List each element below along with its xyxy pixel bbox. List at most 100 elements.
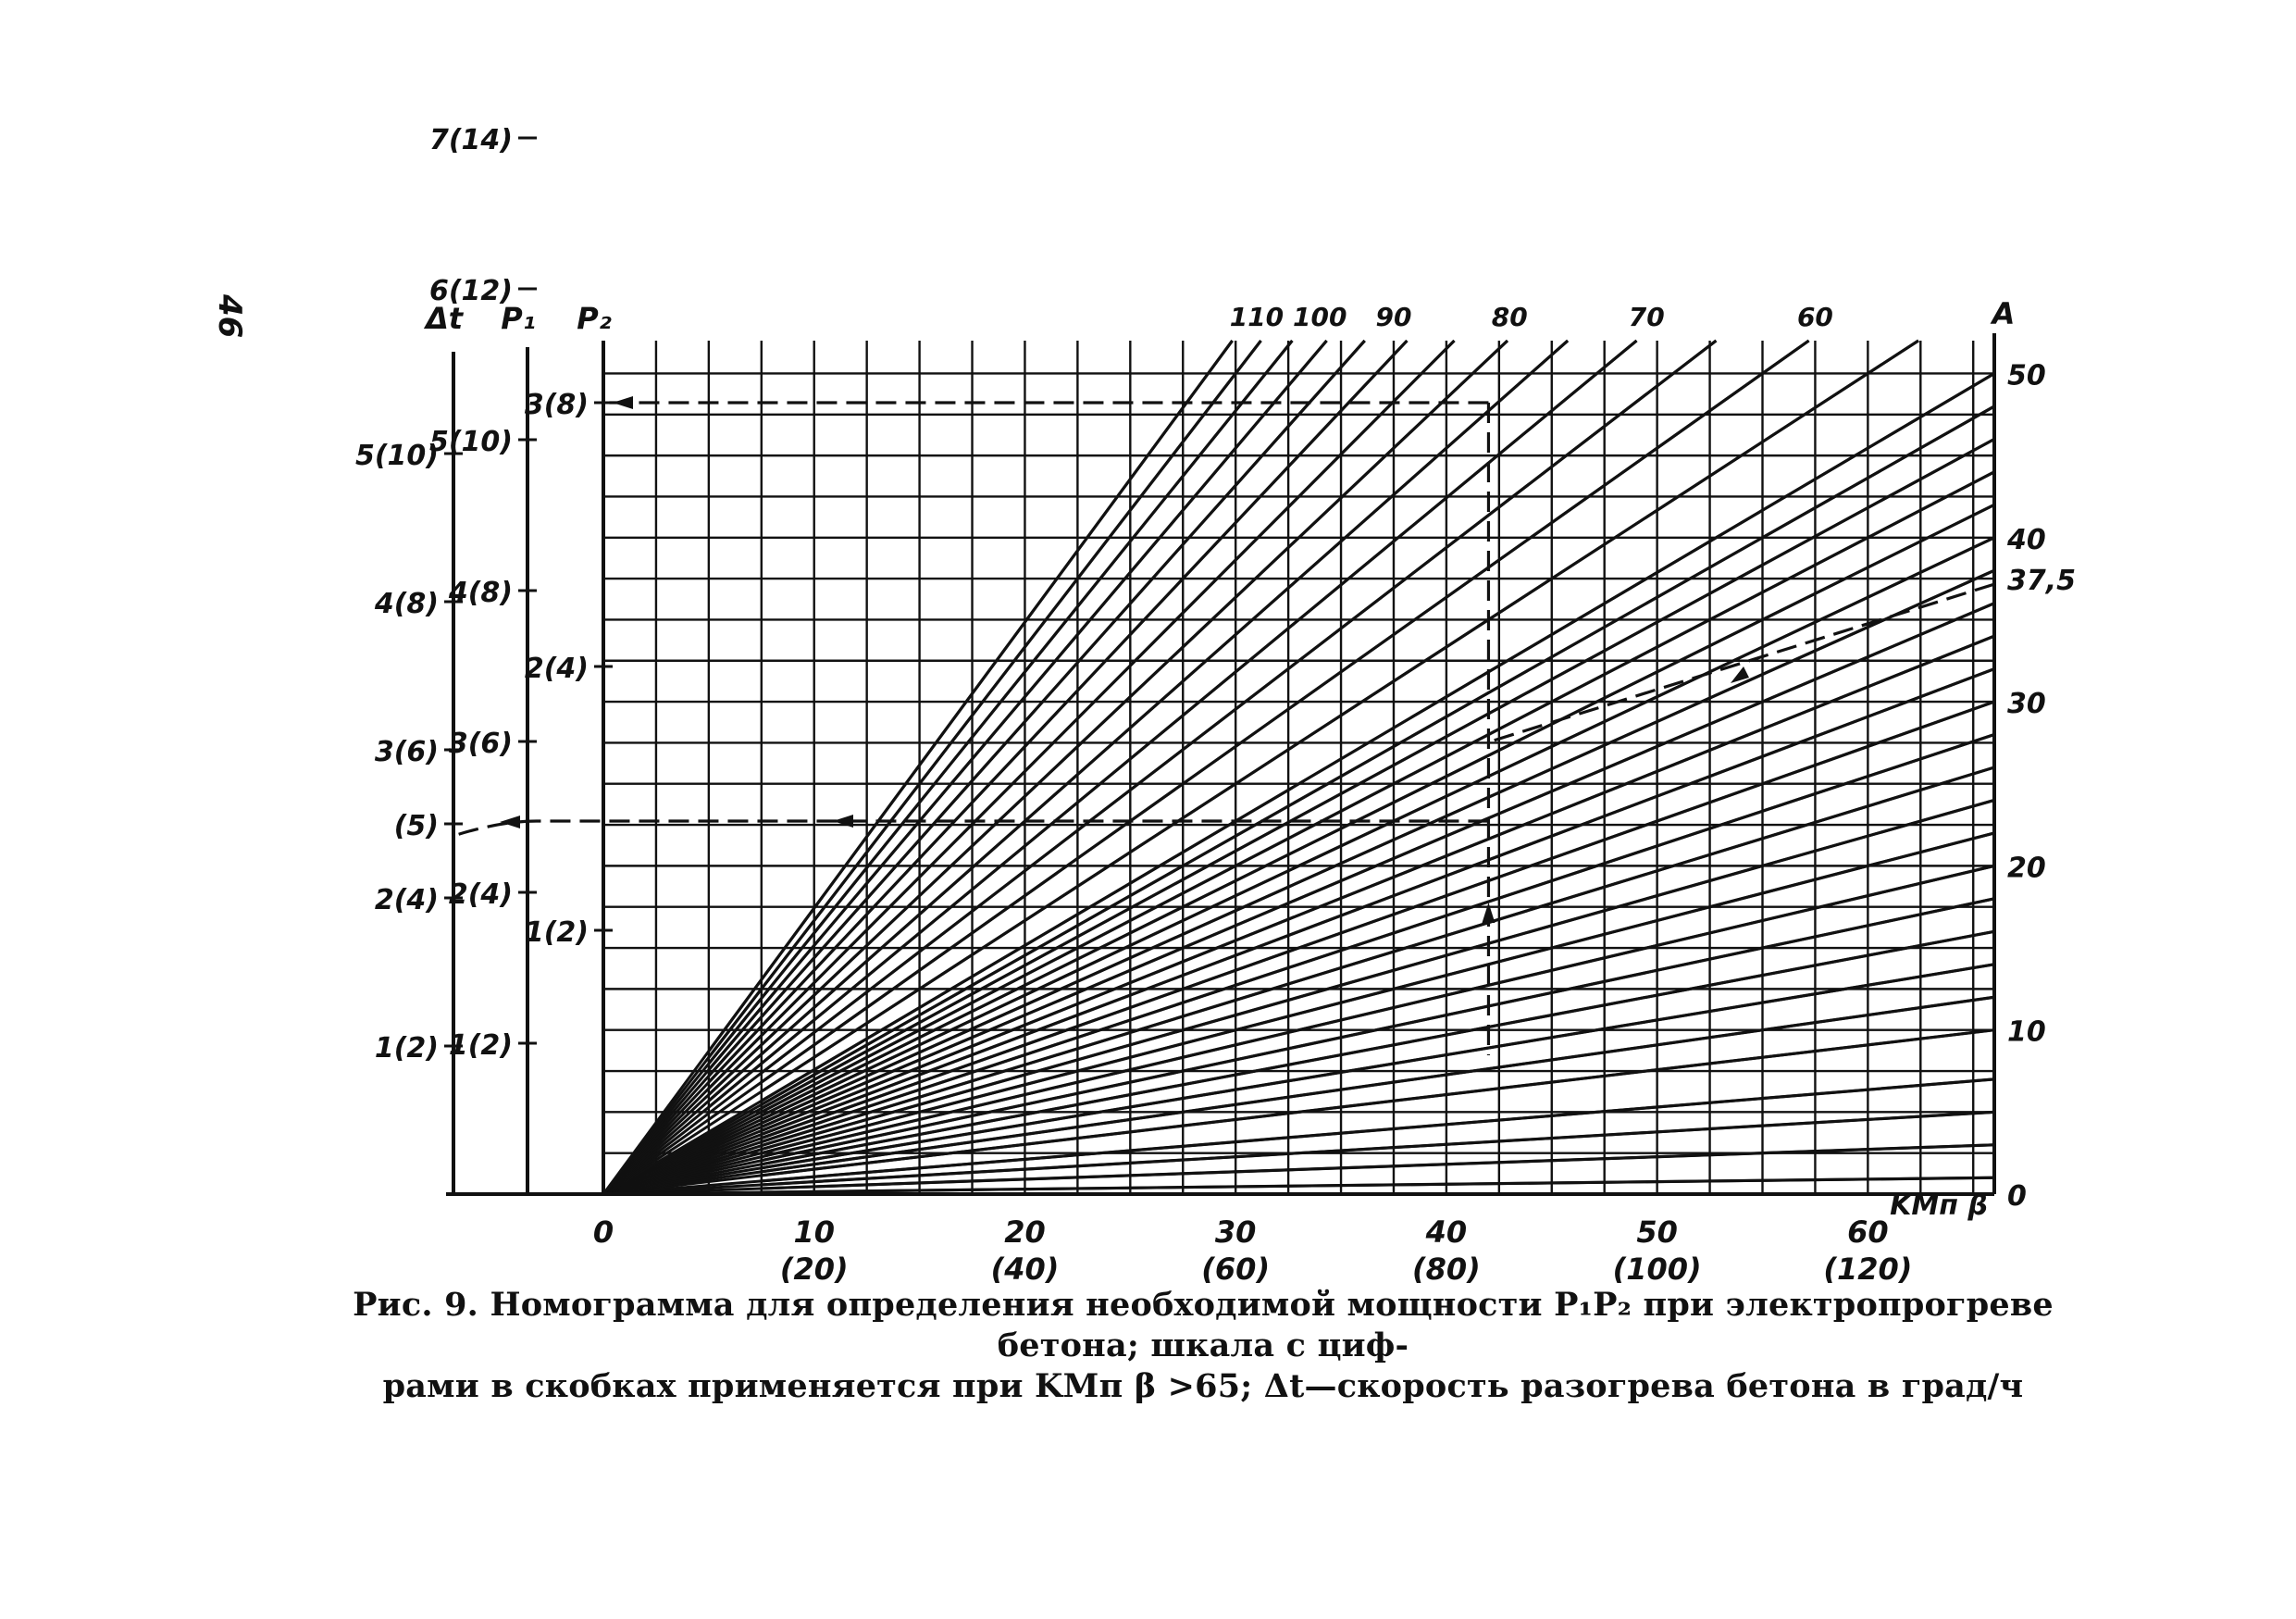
ray-top-label: 60 [1797, 302, 1833, 332]
ray-line-segment [761, 405, 1995, 1106]
dt-tick-label: (5) [394, 810, 439, 842]
x-tick-label: 20 [1004, 1214, 1046, 1250]
ray-line-segment [761, 897, 1995, 1163]
x-tick-label: 10 [793, 1214, 835, 1250]
x-tick-alt-label: (120) [1823, 1252, 1912, 1287]
x-tick-label: 60 [1847, 1214, 1889, 1250]
ray-line-segment [707, 339, 1328, 1071]
example-path [453, 396, 1995, 1055]
grid [602, 341, 1994, 1196]
ray-top-label: 80 [1492, 302, 1528, 332]
a-tick-label: 0 [2007, 1180, 2027, 1213]
p1-tick-label: 5(10) [429, 426, 513, 458]
a-tick-label: 50 [2007, 359, 2046, 392]
dt-tick-label: 2(4) [375, 884, 439, 916]
x-tick-label: 50 [1636, 1214, 1678, 1250]
ray-line-segment [761, 437, 1995, 1110]
ray-line-segment [761, 1077, 1995, 1183]
arrowhead [1482, 903, 1496, 923]
ray-line-segment [707, 340, 1262, 1059]
p1-tick-label: 4(8) [448, 577, 513, 609]
x-tick-alt-label: (60) [1201, 1252, 1270, 1287]
caption-line-1: Рис. 9. Номограмма для определения необх… [353, 1286, 2054, 1364]
ray-line-segment [761, 470, 1995, 1114]
x-tick-label: 0 [593, 1214, 614, 1250]
ray-line-segment [761, 602, 1995, 1128]
ray-line-segment [707, 339, 1638, 1109]
dt-scale-title: Δt [423, 301, 465, 336]
ray-line-segment [707, 339, 1456, 1090]
a-tick-label: 10 [2007, 1016, 2046, 1049]
dt-tick-label: 3(6) [375, 736, 439, 768]
ray-line-segment [761, 831, 1995, 1155]
ray-line-segment [707, 339, 1570, 1102]
a-axis-label: A [1990, 296, 2016, 331]
ray-line-segment [761, 568, 1995, 1125]
ray-top-label: 100 [1293, 302, 1347, 332]
a-tick-label: 30 [2007, 688, 2046, 720]
x-tick-label: 40 [1425, 1214, 1468, 1250]
dt-tick-label: 4(8) [374, 588, 439, 620]
ray-line-segment [761, 995, 1995, 1174]
ray-line-segment [761, 536, 1995, 1121]
ray-line-segment [760, 339, 1718, 1075]
ray-line-segment [761, 503, 1995, 1117]
axes [444, 136, 1996, 1196]
tick-labels: 1(2) 2(4) (5) 3(6) 4(8) 5(10) Δt 1(2) 2(4) 3(6) 4(… [355, 124, 2076, 1287]
arrowhead [500, 816, 520, 828]
ray-top-label: 90 [1375, 302, 1411, 332]
example-dashed-line [1489, 582, 1995, 743]
ray-line-segment [761, 963, 1995, 1170]
p1-tick-label: 2(4) [449, 878, 513, 911]
x-tick-alt-label: (20) [780, 1252, 849, 1287]
p2-tick-label: 2(4) [525, 653, 589, 685]
p2-scale-title: P₂ [577, 301, 611, 336]
dt-tick-label: 5(10) [355, 440, 439, 472]
p2-tick-label: 1(2) [525, 916, 589, 949]
caption-line-2: рами в скобках применяется при KMп β >65… [382, 1367, 2024, 1405]
figure-caption: Рис. 9. Номограмма для определения необх… [352, 1285, 2054, 1407]
p1-tick-label: 6(12) [429, 275, 513, 307]
ray-line-segment [761, 929, 1995, 1166]
p2-tick-label: 3(8) [525, 389, 589, 421]
ray-line-segment [707, 339, 1509, 1096]
p1-scale-title: P₁ [501, 301, 535, 336]
arrowhead [833, 815, 853, 828]
ray-line-segment [707, 340, 1234, 1052]
arrowhead [613, 396, 633, 409]
a-tick-label: 37,5 [2007, 565, 2076, 597]
p1-tick-label: 1(2) [449, 1029, 513, 1062]
x-tick-alt-label: (80) [1412, 1252, 1481, 1287]
a-tick-label: 40 [2006, 524, 2046, 556]
ray-line-segment [707, 339, 1294, 1065]
x-tick-label: 30 [1215, 1214, 1257, 1250]
ray-top-label: 70 [1629, 302, 1665, 332]
ray-line-segment [760, 339, 1810, 1084]
x-tick-alt-label: (40) [991, 1252, 1060, 1287]
ray-lines [602, 339, 1995, 1196]
ray-line-segment [760, 372, 1995, 1102]
ray-line-segment [761, 864, 1995, 1159]
ray-line-segment [761, 1176, 1995, 1194]
p1-tick-label: 3(6) [449, 728, 513, 760]
ray-line-segment [761, 733, 1995, 1144]
ray-line-segment [761, 667, 1995, 1137]
ray-line-segment [761, 700, 1995, 1140]
ray-line-segment [761, 798, 1995, 1152]
a-tick-label: 20 [2007, 852, 2046, 884]
ray-line-segment [707, 339, 1366, 1077]
example-dashed-curve [453, 819, 538, 838]
ray-line-segment [760, 339, 1919, 1093]
p1-tick-label: 7(14) [429, 124, 513, 156]
ray-line-segment [707, 339, 1409, 1084]
ray-line-segment [761, 1028, 1995, 1177]
ray-top-label: 110 [1230, 302, 1284, 332]
ray-line-segment [761, 1110, 1995, 1187]
ray-line-segment [761, 766, 1995, 1148]
x-axis-label: KMп β [1890, 1189, 1988, 1222]
arrowhead [1731, 666, 1749, 683]
dt-tick-label: 1(2) [375, 1032, 439, 1065]
ray-line-segment [761, 634, 1995, 1132]
ray-line-segment [761, 1143, 1995, 1190]
